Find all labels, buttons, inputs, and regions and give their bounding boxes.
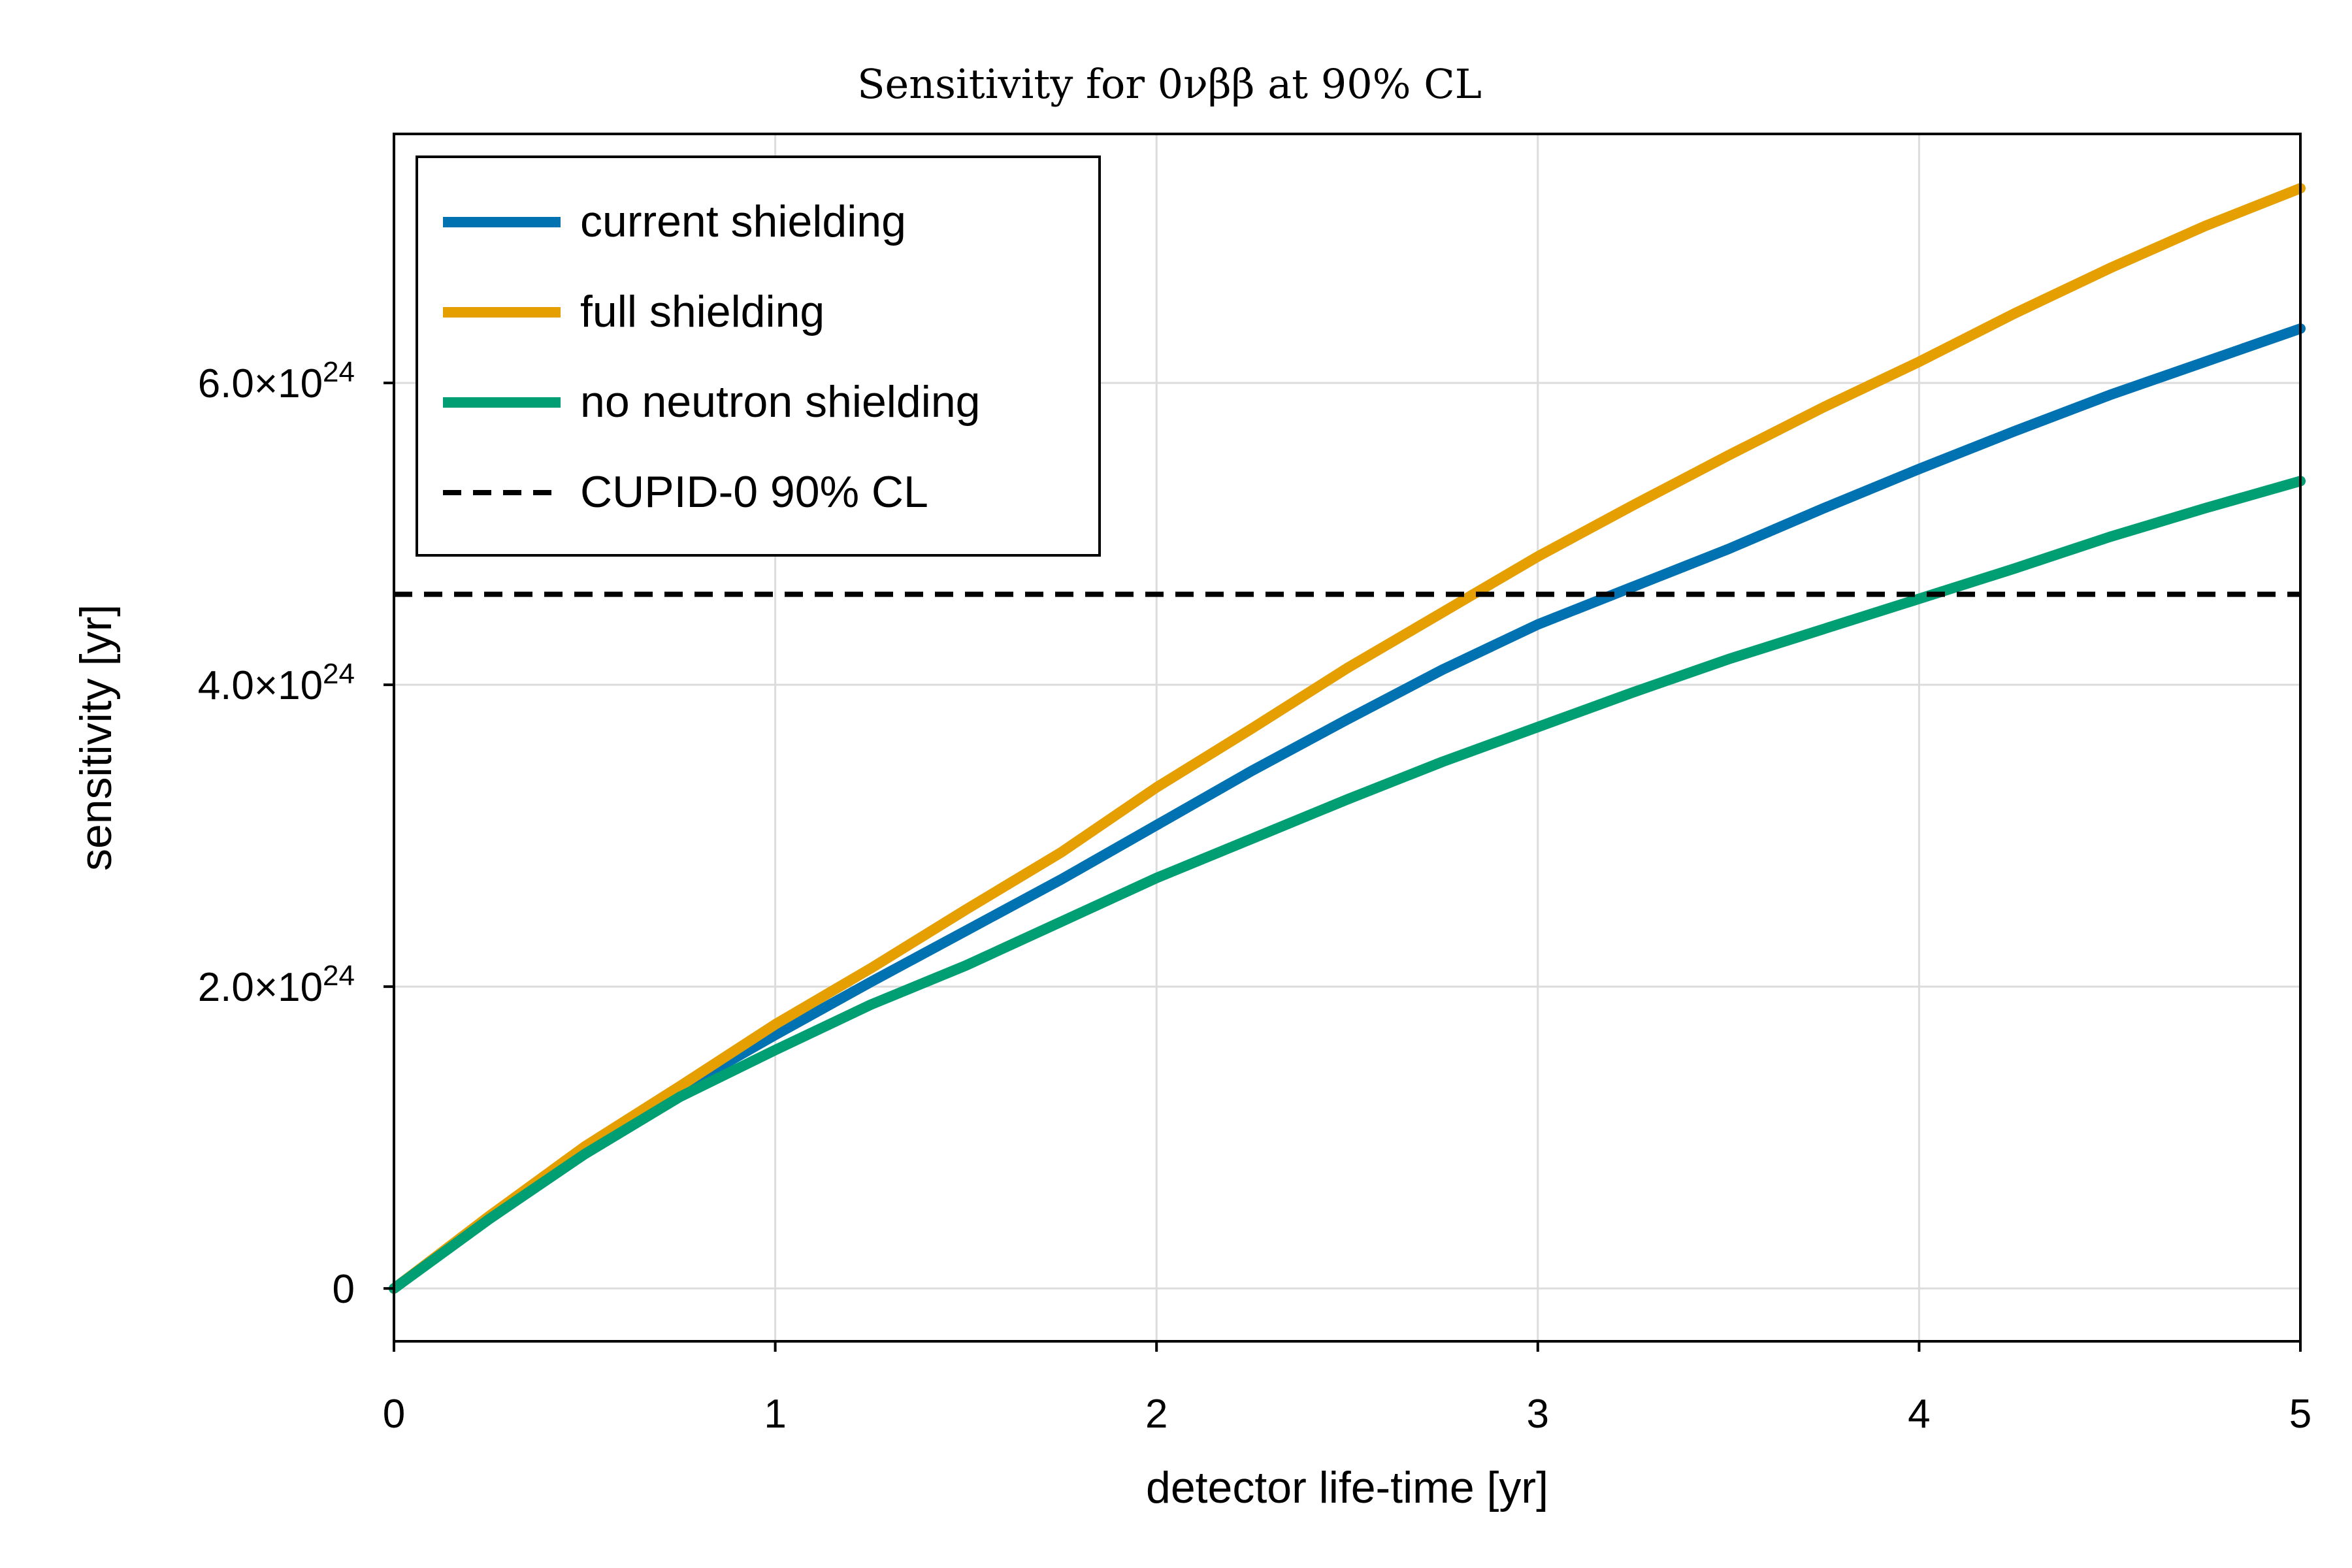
- chart-title: Sensitivity for 0νββ at 90% CL: [857, 60, 1482, 108]
- x-axis: 0 1 2 3 4 5: [383, 1341, 2311, 1437]
- x-tick-label: 4: [1908, 1392, 1930, 1437]
- legend-label: current shielding: [580, 197, 906, 246]
- legend: current shielding full shielding no neutro…: [416, 155, 1101, 557]
- y-axis-label: sensitivity [yr]: [71, 604, 121, 871]
- y-axis: 0 2.0×1024 4.0×1024 6.0×1024: [198, 356, 394, 1312]
- series-line-no-neutron-shielding: [389, 476, 2306, 1294]
- y-tick-label: 6.0×1024: [198, 356, 355, 406]
- series-line-full-shielding: [389, 183, 2306, 1294]
- series-lines: [389, 183, 2306, 1294]
- x-axis-label: detector life-time [yr]: [1146, 1463, 1548, 1512]
- y-tick-label: 4.0×1024: [198, 658, 355, 708]
- x-tick-label: 1: [764, 1392, 786, 1437]
- y-tick-label: 2.0×1024: [198, 960, 355, 1010]
- legend-label: no neutron shielding: [580, 377, 980, 427]
- legend-label: full shielding: [580, 287, 825, 336]
- x-tick-label: 5: [2289, 1392, 2311, 1437]
- x-tick-label: 3: [1527, 1392, 1549, 1437]
- x-tick-label: 0: [383, 1392, 405, 1437]
- y-tick-label: 0: [333, 1267, 355, 1312]
- legend-label: CUPID-0 90% CL: [580, 467, 928, 517]
- plot-frame: [393, 133, 2302, 1343]
- x-tick-label: 2: [1145, 1392, 1168, 1437]
